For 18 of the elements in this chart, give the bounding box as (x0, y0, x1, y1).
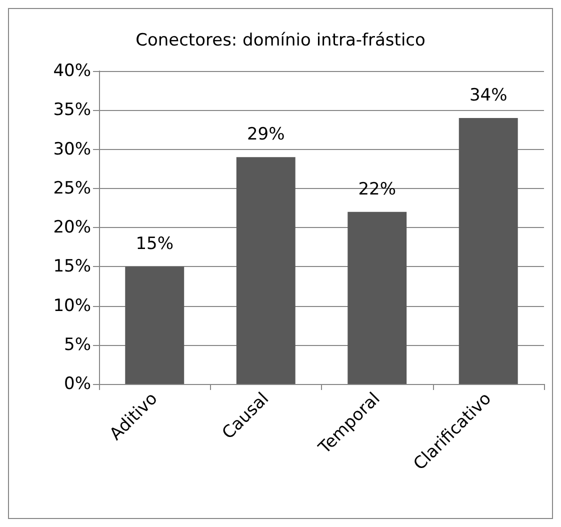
chart-title: Conectores: domínio intra-frástico (136, 30, 426, 50)
y-tick-label: 25% (53, 178, 91, 198)
data-label: 22% (358, 179, 396, 200)
data-label: 15% (136, 234, 174, 254)
bar (125, 266, 184, 384)
y-tick-label: 10% (53, 296, 91, 316)
y-tick-label: 5% (64, 334, 91, 355)
bar (458, 118, 518, 384)
y-tick-label: 40% (53, 61, 91, 81)
y-tick-label: 30% (53, 139, 91, 160)
y-tick-label: 15% (53, 256, 91, 277)
data-label: 29% (246, 124, 285, 145)
y-tick-label: 20% (53, 218, 91, 238)
y-tick-label: 0% (64, 374, 91, 394)
y-tick-label: 35% (53, 100, 91, 120)
bar (236, 157, 296, 384)
data-label: 34% (469, 85, 508, 106)
bar (348, 212, 407, 384)
